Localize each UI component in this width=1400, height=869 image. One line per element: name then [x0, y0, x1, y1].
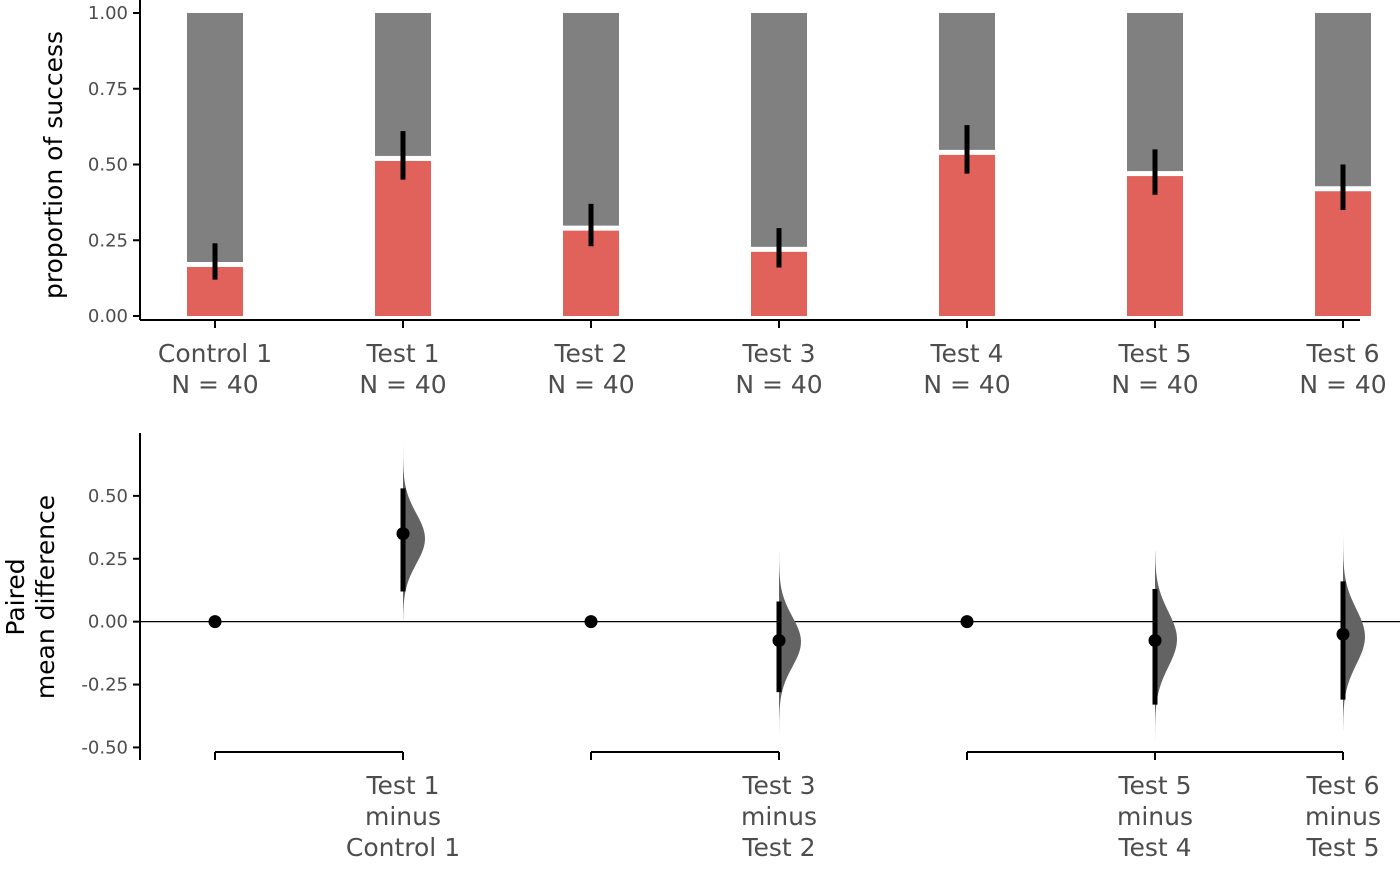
y-tick-label-top: 0.25	[88, 230, 128, 251]
bar-success-6	[1315, 188, 1371, 316]
comparison-label: Control 1	[346, 833, 460, 862]
bar-failure-0	[187, 13, 243, 265]
category-label: Test 6	[1305, 339, 1379, 368]
category-label: Test 5	[1117, 339, 1191, 368]
bar-failure-6	[1315, 13, 1371, 189]
y-tick-label-bottom: -0.25	[81, 675, 128, 696]
category-n-label: N = 40	[1299, 370, 1386, 399]
y-axis-title-line: mean difference	[31, 495, 60, 699]
y-tick-label-bottom: -0.50	[81, 737, 128, 758]
category-label: Test 1	[365, 339, 439, 368]
bar-success-4	[939, 152, 995, 316]
category-n-label: N = 40	[359, 370, 446, 399]
y-axis-title-top: proportion of success	[39, 31, 68, 299]
category-n-label: N = 40	[171, 370, 258, 399]
category-label: Test 3	[741, 339, 815, 368]
effect-point-0	[396, 527, 410, 541]
effect-point-1	[772, 634, 786, 648]
bootstrap-distribution-2	[1155, 551, 1177, 743]
y-tick-label-bottom: 0.50	[88, 486, 128, 507]
comparison-label: minus	[1305, 802, 1381, 831]
y-tick-label-top: 0.00	[88, 306, 128, 327]
bar-failure-5	[1127, 13, 1183, 174]
category-n-label: N = 40	[1111, 370, 1198, 399]
bar-success-1	[375, 158, 431, 316]
comparison-label: Test 2	[741, 833, 815, 862]
y-tick-label-bottom: 0.00	[88, 612, 128, 633]
bar-failure-2	[563, 13, 619, 229]
reference-point-1	[584, 615, 598, 629]
y-axis-title-bottom: Pairedmean difference	[1, 495, 60, 699]
effect-point-3	[1336, 627, 1350, 641]
category-label: Test 2	[553, 339, 627, 368]
y-tick-label-top: 0.75	[88, 79, 128, 100]
effect-point-2	[1148, 634, 1162, 648]
comparison-label: Test 4	[1117, 833, 1191, 862]
reference-point-2	[960, 615, 974, 629]
y-axis-title-line: Paired	[1, 558, 30, 635]
bar-failure-3	[751, 13, 807, 250]
y-tick-label-top: 0.50	[88, 155, 128, 176]
category-label: Test 4	[929, 339, 1003, 368]
bootstrap-distribution-3	[1343, 518, 1365, 730]
comparison-label: minus	[365, 802, 441, 831]
y-tick-label-bottom: 0.25	[88, 549, 128, 570]
comparison-label: Test 1	[365, 771, 439, 800]
bootstrap-distribution-1	[779, 546, 801, 735]
y-tick-label-top: 1.00	[88, 3, 128, 24]
comparison-label: Test 3	[741, 771, 815, 800]
category-n-label: N = 40	[547, 370, 634, 399]
bar-success-5	[1127, 173, 1183, 316]
comparison-label: minus	[1117, 802, 1193, 831]
comparison-label: Test 5	[1305, 833, 1379, 862]
category-n-label: N = 40	[923, 370, 1010, 399]
comparison-label: minus	[741, 802, 817, 831]
reference-point-0	[208, 615, 222, 629]
bootstrap-distribution-0	[403, 440, 425, 622]
category-n-label: N = 40	[735, 370, 822, 399]
category-label: Control 1	[158, 339, 272, 368]
comparison-label: Test 5	[1117, 771, 1191, 800]
comparison-label: Test 6	[1305, 771, 1379, 800]
